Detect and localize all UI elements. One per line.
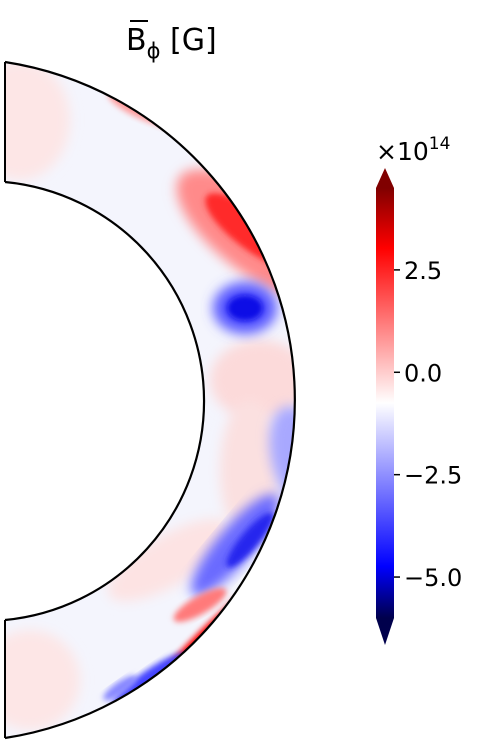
field-structure <box>103 675 137 701</box>
field-structure <box>298 310 342 370</box>
colorbar-ticks: 2.5 0.0 −2.5 −5.0 <box>394 257 462 592</box>
field-structure <box>221 148 259 176</box>
chart-title: Bϕ [G] <box>126 23 217 63</box>
inner-boundary <box>4 180 206 622</box>
colorbar: ×1014 2.5 0.0 −2.5 −5.0 <box>376 134 462 645</box>
colorbar-tick-label: 2.5 <box>404 257 442 285</box>
field-structure <box>173 588 227 622</box>
outer-boundary <box>4 60 296 740</box>
field-structure <box>227 295 263 321</box>
colorbar-tick-label: −2.5 <box>404 462 462 490</box>
colorbar-extend-min <box>376 618 394 645</box>
colorbar-tick-label: 0.0 <box>404 359 442 387</box>
field-structure <box>226 512 274 568</box>
colorbar-body <box>376 188 394 618</box>
field-structure <box>210 340 295 420</box>
colorbar-tick-label: −5.0 <box>404 564 462 592</box>
colorbar-extend-max <box>376 168 394 188</box>
heatmap-annulus <box>4 60 342 740</box>
field-structure <box>5 630 80 730</box>
colorbar-exponent: ×1014 <box>376 134 450 166</box>
field-structure <box>108 518 232 602</box>
field-structure <box>5 62 70 180</box>
